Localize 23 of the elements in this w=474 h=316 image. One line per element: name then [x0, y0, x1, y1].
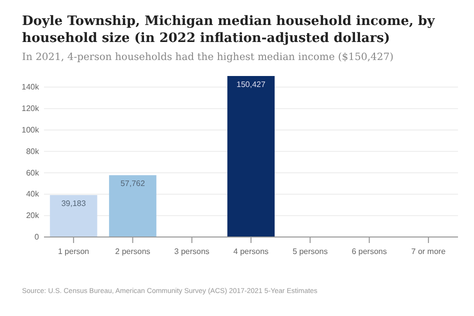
y-tick-label: 100k — [22, 126, 40, 135]
x-tick-label: 1 person — [58, 247, 90, 256]
x-tick-label: 2 persons — [115, 247, 150, 256]
data-label: 150,427 — [236, 80, 266, 89]
y-tick-label: 120k — [22, 104, 40, 114]
y-tick-label: 60k — [26, 168, 40, 178]
data-label: 57,762 — [120, 179, 146, 188]
bar — [227, 76, 275, 237]
x-tick-label: 6 persons — [352, 247, 387, 256]
chart-subtitle: In 2021, 4-person households had the highest median income ($150,427) — [22, 52, 394, 63]
x-tick-label: 3 persons — [174, 247, 210, 256]
x-tick-label: 5 persons — [292, 247, 328, 256]
bar — [109, 175, 156, 237]
y-tick-label: 40k — [26, 190, 40, 199]
chart-title: Doyle Township, Michigan median household income, by household size (in 2022 inflation-adjusted dollars) — [22, 14, 436, 46]
data-label: 39,183 — [61, 199, 86, 208]
y-tick-label: 0 — [34, 232, 40, 242]
y-tick-label: 80k — [26, 146, 40, 156]
bar — [50, 195, 98, 237]
x-tick-label: 7 or more — [411, 247, 446, 256]
y-tick-label: 140k — [22, 82, 40, 92]
x-tick-label: 4 persons — [233, 247, 269, 256]
y-tick-label: 20k — [26, 211, 40, 220]
